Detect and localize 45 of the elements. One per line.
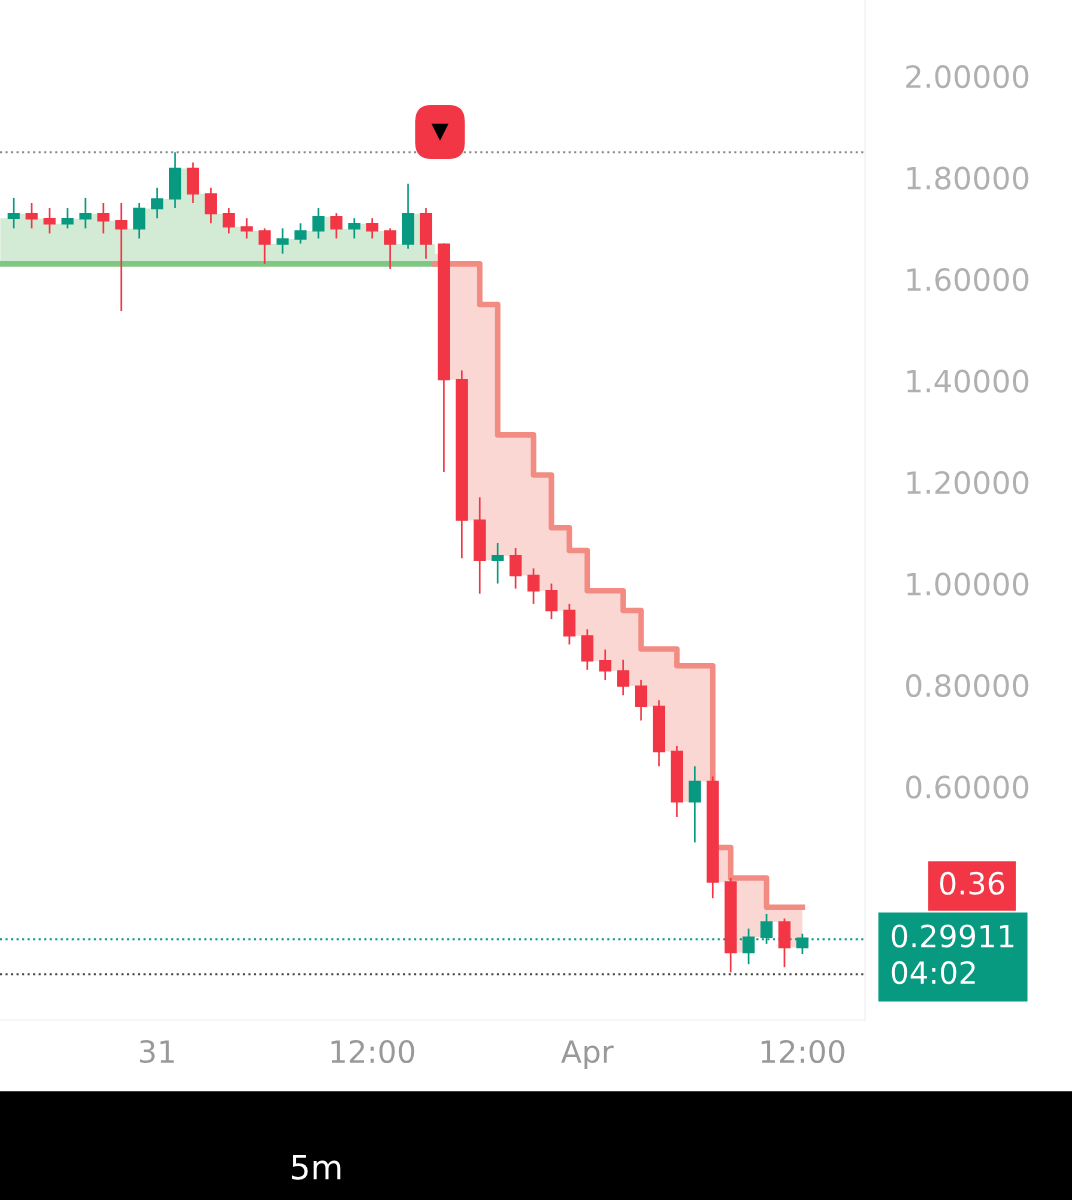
candlestick — [276, 227, 289, 255]
text: 5m — [292, 1154, 341, 1180]
candlestick — [509, 547, 522, 590]
x-tick-label: 12:00 — [331, 1039, 415, 1064]
y-tick-label: 0.80000 — [906, 674, 1029, 698]
candlestick — [527, 567, 540, 605]
candlestick — [348, 217, 361, 240]
candlestick — [491, 542, 504, 585]
candlestick — [25, 202, 38, 230]
x-tick-label: 12:00 — [761, 1039, 845, 1064]
candlestick — [634, 679, 648, 722]
y-tick-label: 1.60000 — [907, 268, 1029, 292]
candlestick — [617, 658, 630, 697]
x-tick-label: 31 — [140, 1039, 174, 1064]
text: 0.36 — [940, 871, 1005, 895]
candlestick — [61, 207, 74, 230]
y-tick-label: 2.00000 — [906, 65, 1029, 89]
y-tick-label: 1.80000 — [907, 166, 1029, 190]
candlestick — [115, 202, 128, 312]
candlestick — [151, 186, 164, 220]
candlestick — [7, 197, 20, 230]
candlestick — [599, 648, 612, 681]
candlestick — [43, 207, 56, 235]
candlestick — [312, 207, 325, 240]
candlestick — [222, 207, 235, 235]
candlestick — [79, 197, 92, 230]
y-tick-label: 1.20000 — [907, 471, 1029, 495]
candlestick — [366, 217, 379, 240]
y-tick-label: 0.60000 — [906, 775, 1029, 799]
candlestick — [240, 217, 253, 240]
candlestick — [688, 765, 701, 844]
candlestick — [384, 227, 397, 270]
text: 0.29911 — [891, 924, 1014, 948]
candlestick — [97, 202, 110, 235]
y-tick-label: 1.00000 — [907, 572, 1029, 596]
candlestick — [133, 202, 146, 240]
candlestick — [204, 186, 217, 225]
x-tick-label: Apr — [561, 1040, 614, 1070]
candlestick — [258, 227, 271, 265]
y-tick-label: 1.40000 — [907, 369, 1029, 393]
candlestick — [330, 212, 343, 240]
text: 04:02 — [891, 961, 975, 985]
annotation: ▼ — [431, 123, 449, 141]
candlestick — [294, 222, 307, 245]
candlestick — [545, 582, 558, 620]
